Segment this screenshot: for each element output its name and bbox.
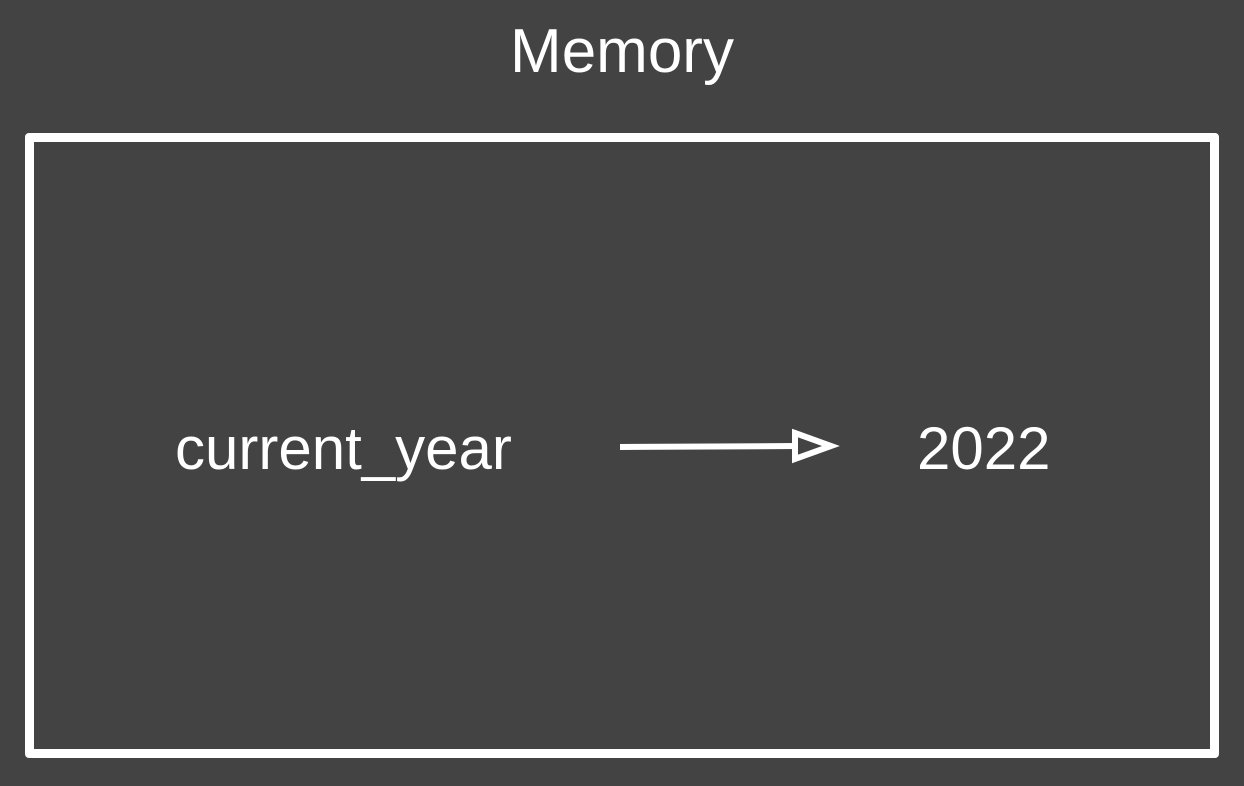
arrow-head — [792, 428, 840, 464]
memory-box — [25, 133, 1219, 758]
variable-name: current_year — [175, 415, 512, 482]
reference-arrow-icon — [619, 428, 840, 464]
arrow-shaft — [619, 443, 798, 450]
memory-title: Memory — [510, 17, 734, 86]
variable-value: 2022 — [917, 415, 1051, 482]
